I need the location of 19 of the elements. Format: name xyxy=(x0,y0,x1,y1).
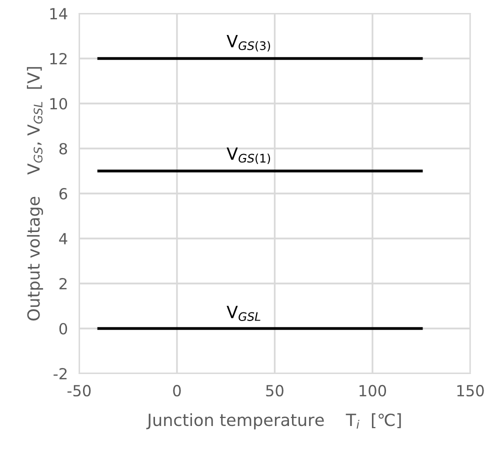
y-tick-label: -2 xyxy=(54,368,67,380)
x-axis-title: Junction temperature T$_{i}$ [℃] xyxy=(146,413,401,430)
y-tick-label: 12 xyxy=(50,52,67,64)
x-tick-label: 150 xyxy=(457,384,484,396)
y-axis-title: Output voltage V$_{GS}$, V$_{GSL}$ [V] xyxy=(26,67,44,320)
x-tick-label: 50 xyxy=(266,384,284,396)
y-tick-label: 0 xyxy=(59,322,68,335)
x-tick-label: -50 xyxy=(67,384,91,396)
series-label: V$_{GSL}$ xyxy=(226,306,260,321)
x-tick-label: 100 xyxy=(360,384,386,396)
series-label: V$_{GS(1)}$ xyxy=(226,148,270,164)
y-tick-label: 14 xyxy=(50,8,68,20)
y-tick-label: 8 xyxy=(59,142,68,155)
y-tick-label: 6 xyxy=(59,188,68,200)
y-tick-label: 4 xyxy=(59,233,68,244)
x-tick-label: 0 xyxy=(173,384,181,396)
series-label: V$_{GS(3)}$ xyxy=(226,35,270,52)
y-tick-label: 2 xyxy=(59,278,67,290)
y-tick-label: 10 xyxy=(50,98,68,110)
